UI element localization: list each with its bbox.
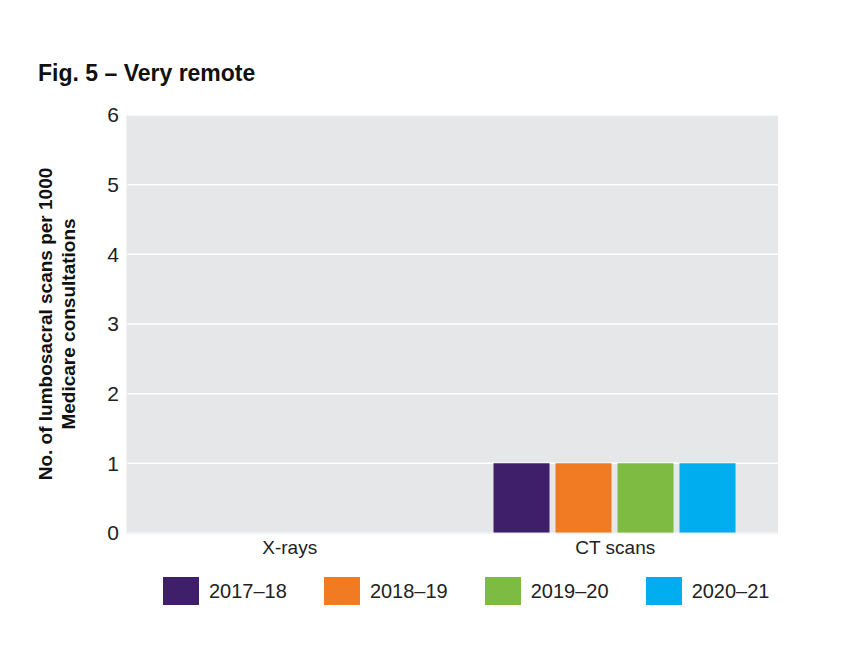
svg-text:5: 5 bbox=[107, 173, 119, 196]
svg-text:4: 4 bbox=[107, 243, 119, 266]
svg-text:CT scans: CT scans bbox=[575, 537, 655, 558]
svg-text:Medicare consultations: Medicare consultations bbox=[58, 218, 79, 429]
svg-text:No. of lumbosacral scans per 1: No. of lumbosacral scans per 1000 bbox=[35, 168, 56, 481]
svg-text:1: 1 bbox=[107, 452, 119, 475]
svg-text:6: 6 bbox=[107, 103, 119, 126]
svg-text:0: 0 bbox=[107, 521, 119, 544]
html-text:Fig. 5 – Very remote: Fig. 5 – Very remote bbox=[38, 60, 256, 86]
html-text:2018–19: 2018–19 bbox=[369, 579, 448, 602]
html-text:2019–20: 2019–20 bbox=[530, 579, 609, 602]
html-text:2017–18: 2017–18 bbox=[209, 579, 287, 602]
svg-text:3: 3 bbox=[107, 312, 119, 335]
svg-text:X-rays: X-rays bbox=[262, 537, 317, 558]
html-text:2020–21: 2020–21 bbox=[691, 579, 770, 602]
svg-text:2: 2 bbox=[107, 382, 119, 405]
